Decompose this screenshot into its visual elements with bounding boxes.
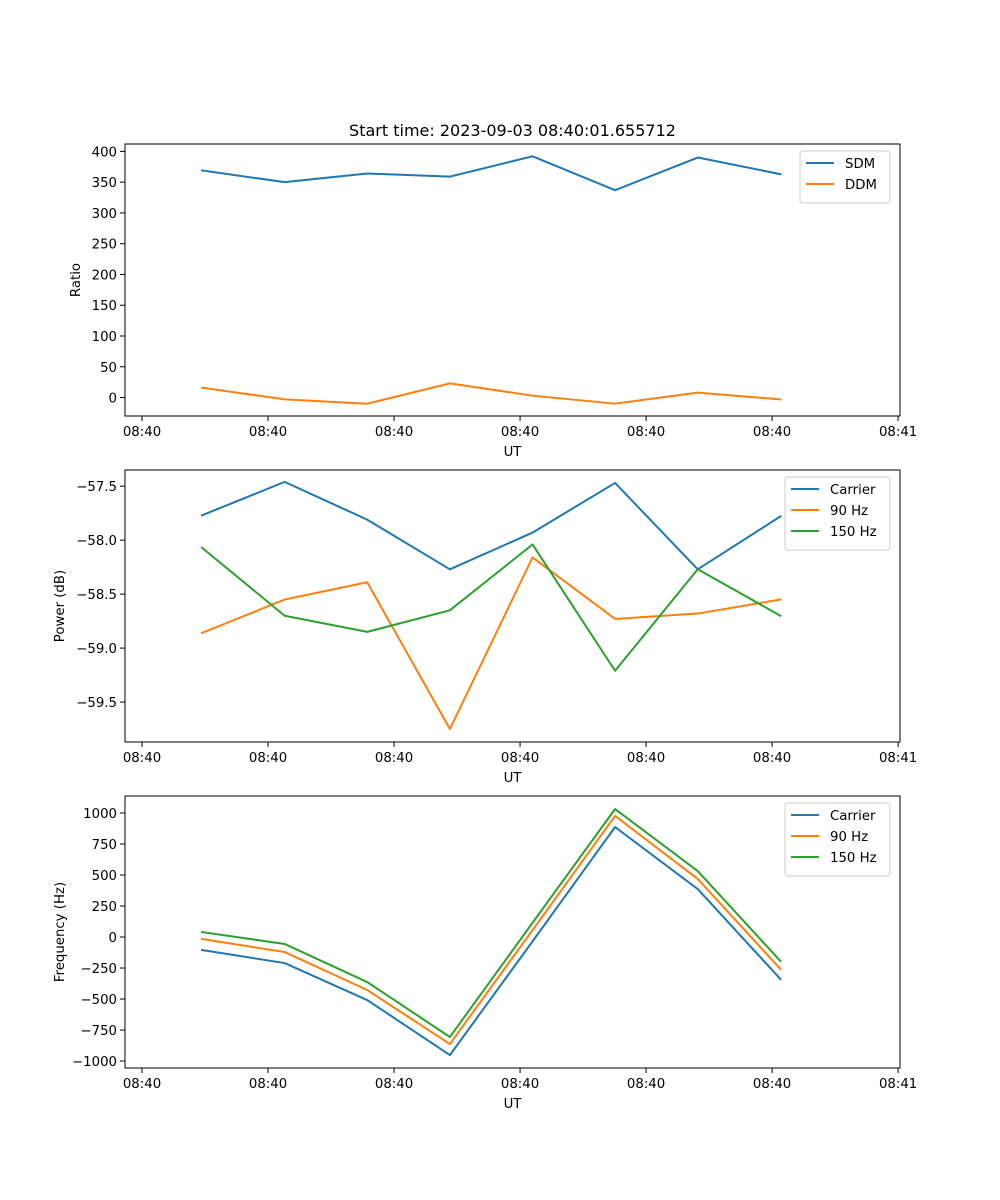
x-tick-label: 08:40: [249, 425, 287, 440]
y-tick-label: 250: [92, 238, 117, 253]
y-tick-label: 400: [92, 145, 117, 160]
series-line-150-hz: [200, 808, 782, 1038]
y-axis-label: Ratio: [69, 263, 84, 297]
subplot-1: 08:40 08:40 08:40 08:40 08:40 08:40 08:41 0 50 10…: [69, 143, 917, 460]
y-tick-label: 300: [92, 207, 117, 222]
legend: SDM DDM: [799, 150, 891, 204]
x-tick-label: 08:41: [879, 751, 917, 766]
series-line-sdm: [200, 155, 782, 192]
series-line-90-hz: [200, 556, 782, 731]
x-tick-label: 08:40: [123, 1077, 161, 1092]
series-line-150-hz: [200, 543, 782, 672]
axes-frame: [124, 469, 901, 743]
y-tick-label: −58.0: [76, 534, 117, 549]
x-tick-label: 08:40: [627, 1077, 665, 1092]
x-tick-label: 08:40: [501, 751, 539, 766]
y-tick-label: 100: [92, 330, 117, 345]
series-line-ddm: [200, 382, 782, 405]
y-axis-label: Frequency (Hz): [53, 882, 68, 982]
subplot-3: 08:40 08:40 08:40 08:40 08:40 08:40 08:41 1000 7…: [53, 795, 917, 1112]
x-tick-label: 08:40: [375, 751, 413, 766]
y-tick-label: −250: [80, 962, 117, 977]
x-tick-label: 08:40: [249, 751, 287, 766]
x-tick-label: 08:40: [501, 1077, 539, 1092]
y-tick-label: −58.5: [76, 588, 117, 603]
x-axis-label: UT: [504, 771, 523, 786]
legend-label: DDM: [845, 178, 877, 193]
y-tick-label: 250: [92, 900, 117, 915]
y-tick-label: −750: [80, 1024, 117, 1039]
y-tick-label: 1000: [83, 807, 117, 822]
x-tick-label: 08:40: [375, 425, 413, 440]
chart-title: Start time: 2023-09-03 08:40:01.655712: [349, 121, 676, 140]
subplot-2: 08:40 08:40 08:40 08:40 08:40 08:40 08:41 −57.5…: [53, 469, 917, 786]
series-line-carrier: [200, 480, 782, 571]
y-tick-label: −1000: [72, 1055, 117, 1070]
axes-frame: [124, 795, 901, 1069]
legend: Carrier 90 Hz 150 Hz: [784, 802, 891, 877]
y-tick-label: 0: [109, 931, 117, 946]
x-tick-label: 08:40: [375, 1077, 413, 1092]
y-tick-label: 50: [100, 361, 117, 376]
x-tick-label: 08:41: [879, 1077, 917, 1092]
legend-label: 90 Hz: [830, 830, 868, 845]
x-tick-label: 08:40: [249, 1077, 287, 1092]
series-line-90-hz: [200, 814, 782, 1046]
y-tick-label: 150: [92, 299, 117, 314]
legend-label: 150 Hz: [830, 851, 877, 866]
x-tick-label: 08:40: [123, 751, 161, 766]
legend-label: 150 Hz: [830, 525, 877, 540]
y-tick-label: −57.5: [76, 480, 117, 495]
x-tick-label: 08:40: [753, 751, 791, 766]
x-tick-label: 08:40: [627, 425, 665, 440]
x-tick-label: 08:40: [753, 1077, 791, 1092]
x-tick-label: 08:41: [879, 425, 917, 440]
y-tick-label: 500: [92, 869, 117, 884]
x-axis-label: UT: [504, 1097, 523, 1112]
y-tick-label: 750: [92, 838, 117, 853]
y-tick-label: 200: [92, 268, 117, 283]
series-line-carrier: [200, 826, 782, 1057]
x-tick-label: 08:40: [627, 751, 665, 766]
legend-label: 90 Hz: [830, 504, 868, 519]
axes-frame: [124, 143, 901, 417]
y-tick-label: 0: [109, 392, 117, 407]
legend: Carrier 90 Hz 150 Hz: [784, 476, 891, 551]
legend-label: Carrier: [830, 809, 876, 824]
y-tick-label: −59.5: [76, 696, 117, 711]
legend-label: SDM: [845, 157, 875, 172]
x-tick-label: 08:40: [123, 425, 161, 440]
y-axis-label: Power (dB): [53, 570, 68, 642]
legend-label: Carrier: [830, 483, 876, 498]
x-axis-label: UT: [504, 445, 523, 460]
y-tick-label: 350: [92, 176, 117, 191]
x-tick-label: 08:40: [753, 425, 791, 440]
x-tick-label: 08:40: [501, 425, 539, 440]
y-tick-label: −500: [80, 993, 117, 1008]
y-tick-label: −59.0: [76, 642, 117, 657]
